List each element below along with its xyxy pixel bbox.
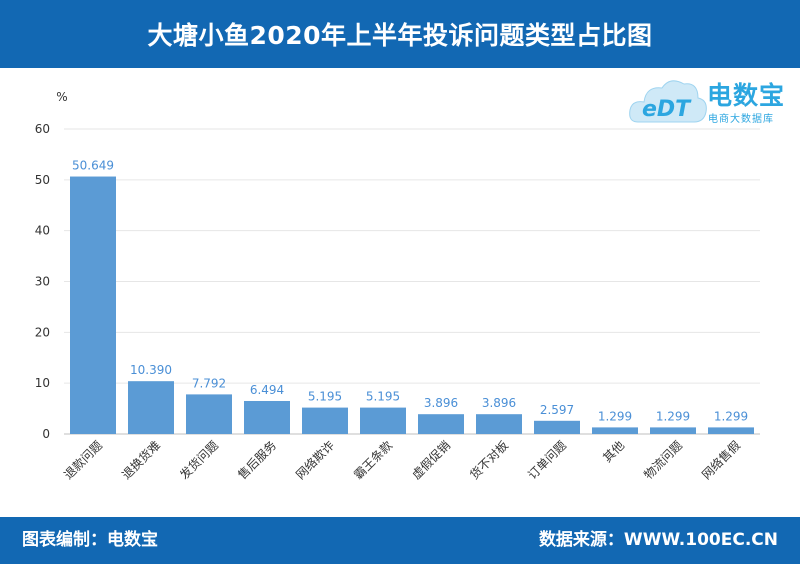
- x-tick-label: 其他: [600, 438, 627, 465]
- data-label: 2.597: [540, 403, 574, 417]
- bar: [244, 400, 290, 434]
- y-tick-label: 0: [42, 427, 50, 441]
- y-tick-label: 10: [35, 376, 50, 390]
- y-tick-label: 50: [35, 173, 50, 187]
- y-tick-label: 20: [35, 325, 50, 339]
- y-tick-label: 60: [35, 122, 50, 136]
- bar: [128, 381, 174, 434]
- data-label: 5.195: [308, 390, 342, 404]
- x-tick-label: 虚假促销: [409, 438, 453, 482]
- data-label: 3.896: [482, 396, 516, 410]
- data-label: 10.390: [130, 363, 172, 377]
- x-tick-label: 售后服务: [235, 438, 280, 483]
- data-label: 7.792: [192, 376, 226, 390]
- page-title: 大塘小鱼2020年上半年投诉问题类型占比图: [147, 21, 653, 50]
- bar: [592, 427, 638, 434]
- bar: [360, 407, 406, 434]
- footer-bar: 图表编制：电数宝 数据来源：WWW.100EC.CN: [0, 517, 800, 564]
- bar: [70, 176, 116, 435]
- x-tick-label: 霸王条款: [351, 438, 395, 482]
- data-label: 1.299: [656, 409, 690, 423]
- x-tick-label: 网络售假: [699, 438, 744, 483]
- x-tick-label: 退换货难: [119, 438, 164, 483]
- bar-chart: 0 10 20 30 40 50 60% 50.649 退款问题 10.390 退换货难 7.792 发…: [35, 90, 760, 483]
- footer-source: 数据来源：WWW.100EC.CN: [538, 530, 778, 550]
- logo-badge: eDT: [642, 97, 692, 122]
- data-label: 1.299: [714, 409, 748, 423]
- bar: [650, 427, 696, 434]
- y-tick-label: 40: [35, 224, 50, 238]
- logo-name: 电数宝: [707, 81, 786, 110]
- data-label: 5.195: [366, 390, 400, 404]
- y-tick-label: 30: [35, 275, 50, 289]
- x-tick-label: 退款问题: [61, 438, 105, 482]
- data-label: 50.649: [72, 159, 114, 173]
- x-tick-label: 发货问题: [177, 438, 222, 483]
- x-tick-label: 物流问题: [641, 438, 685, 482]
- x-tick-label: 货不对板: [467, 438, 512, 483]
- cloud-logo-icon: eDT: [629, 80, 707, 123]
- x-tick-label: 网络欺诈: [293, 438, 338, 483]
- data-label: 3.896: [424, 396, 458, 410]
- footer-credit: 图表编制：电数宝: [22, 530, 158, 550]
- bar: [302, 407, 348, 434]
- logo-subtitle: 电商大数据库: [708, 114, 774, 125]
- bar: [418, 414, 464, 434]
- bar: [476, 414, 522, 434]
- header-bar: 大塘小鱼2020年上半年投诉问题类型占比图: [0, 0, 800, 68]
- data-label: 1.299: [598, 409, 632, 423]
- bar: [708, 427, 754, 434]
- data-label: 6.494: [250, 383, 284, 397]
- bar: [534, 420, 580, 434]
- x-tick-label: 订单问题: [525, 438, 569, 482]
- bar: [186, 394, 232, 434]
- y-axis-unit-label: %: [56, 90, 67, 104]
